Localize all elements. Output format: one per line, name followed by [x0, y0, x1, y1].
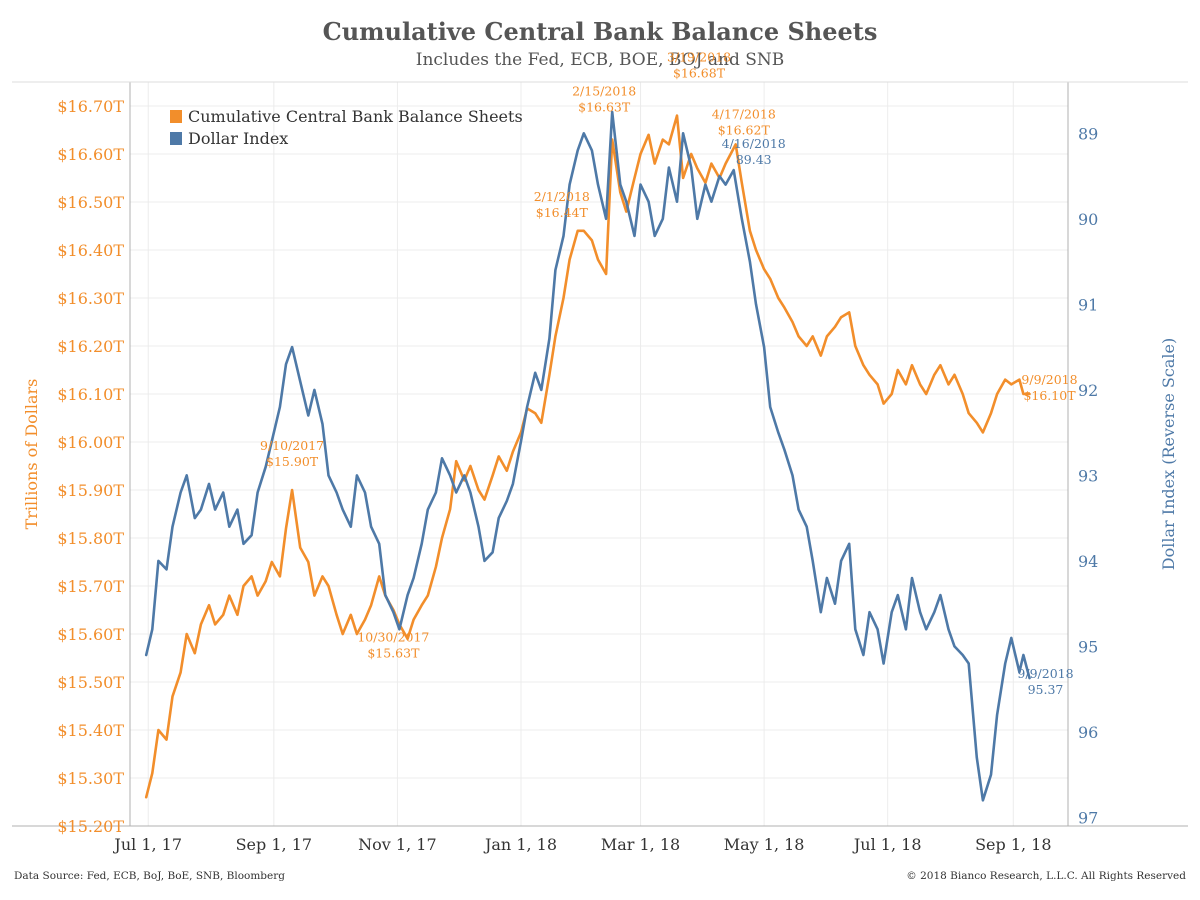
annotation-label: 95.37	[1028, 682, 1064, 697]
annotation-label: 10/30/2017	[357, 630, 429, 645]
y-right-tick-label: 96	[1078, 723, 1098, 742]
x-tick-label: Nov 1, 17	[358, 835, 436, 854]
y-right-tick-label: 93	[1078, 466, 1098, 485]
x-tick-label: Sep 1, 17	[236, 835, 312, 854]
annotation-label: $16.10T	[1023, 388, 1076, 403]
annotation-label: 2/15/2018	[572, 84, 636, 99]
annotation-label: $16.63T	[578, 100, 631, 115]
legend-label: Cumulative Central Bank Balance Sheets	[188, 107, 523, 126]
annotation-label: 89.43	[736, 152, 772, 167]
x-tick-label: Sep 1, 18	[975, 835, 1051, 854]
annotation: 9/9/2018$16.10T	[1021, 372, 1077, 403]
y-left-tick-label: $16.20T	[57, 337, 124, 356]
y-right-tick-label: 97	[1078, 808, 1098, 827]
y-left-tick-label: $15.50T	[57, 673, 124, 692]
y-left-tick-label: $16.40T	[57, 241, 124, 260]
x-tick-label: Jan 1, 18	[483, 835, 557, 854]
annotation-label: $15.63T	[367, 646, 420, 661]
legend-swatch	[170, 110, 182, 123]
x-tick-label: Jul 1, 18	[852, 835, 922, 854]
balance-sheet-line	[144, 114, 1031, 799]
legend-label: Dollar Index	[188, 129, 288, 148]
data-source-note: Data Source: Fed, ECB, BoJ, BoE, SNB, Bl…	[14, 870, 285, 882]
x-tick-label: May 1, 18	[724, 835, 805, 854]
annotation: 9/10/2017$15.90T	[260, 438, 324, 469]
y-left-tick-label: $16.70T	[57, 97, 124, 116]
annotation-label: 9/9/2018	[1021, 372, 1077, 387]
axes: $15.20T $15.30T $15.40T $15.50T $15.60T $15.7…	[12, 81, 1188, 854]
x-tick-label: Jul 1, 17	[112, 835, 182, 854]
legend: Cumulative Central Bank Balance Sheets Do…	[170, 107, 523, 148]
y-right-tick-label: 91	[1078, 295, 1098, 314]
annotation-label: 4/17/2018	[712, 106, 776, 121]
y-left-tick-label: $15.80T	[57, 529, 124, 548]
chart-title: Cumulative Central Bank Balance Sheets	[322, 17, 878, 46]
y-left-tick-label: $16.00T	[57, 433, 124, 452]
copyright-note: © 2018 Bianco Research, L.L.C. All Right…	[906, 870, 1186, 882]
y-right-axis-title: Dollar Index (Reverse Scale)	[1159, 338, 1178, 570]
annotation-label: $16.44T	[536, 205, 589, 220]
annotations: 9/10/2017$15.90T 10/30/2017$15.63T 2/1/201…	[260, 50, 1078, 697]
y-left-tick-label: $15.90T	[57, 481, 124, 500]
y-left-tick-label: $15.60T	[57, 625, 124, 644]
dollar-index-line	[144, 110, 1031, 802]
annotation-label: 3/19/2018	[667, 50, 731, 65]
y-right-tick-label: 94	[1078, 552, 1098, 571]
y-right-tick-label: 89	[1078, 124, 1098, 143]
annotation: 2/15/2018$16.63T	[572, 84, 636, 115]
annotation-label: $16.62T	[718, 122, 771, 137]
annotation: 3/19/2018$16.68T	[667, 50, 731, 81]
y-right-tick-label: 90	[1078, 210, 1098, 229]
x-tick-label: Mar 1, 18	[601, 835, 680, 854]
annotation-label: 4/16/2018	[722, 136, 786, 151]
annotation: 4/17/2018$16.62T	[712, 106, 776, 137]
y-left-tick-label: $16.50T	[57, 193, 124, 212]
chart-subtitle: Includes the Fed, ECB, BOE, BOJ and SNB	[415, 50, 785, 70]
annotation: 10/30/2017$15.63T	[357, 630, 429, 661]
y-left-tick-label: $15.70T	[57, 577, 124, 596]
annotation-label: $15.90T	[266, 454, 319, 469]
annotation-label: 2/1/2018	[534, 189, 590, 204]
series-lines	[144, 110, 1031, 802]
legend-swatch	[170, 132, 182, 145]
y-left-axis-title: Trillions of Dollars	[22, 379, 41, 530]
annotation: 2/1/2018$16.44T	[534, 189, 590, 220]
y-left-tick-label: $15.30T	[57, 769, 124, 788]
y-left-tick-label: $16.30T	[57, 289, 124, 308]
y-left-tick-label: $15.40T	[57, 721, 124, 740]
y-left-tick-label: $16.60T	[57, 145, 124, 164]
y-left-tick-label: $16.10T	[57, 385, 124, 404]
annotation-label: $16.68T	[673, 66, 726, 81]
annotation-label: 9/10/2017	[260, 438, 324, 453]
y-left-tick-label: $15.20T	[57, 817, 124, 836]
annotation-label: 9/9/2018	[1017, 666, 1073, 681]
y-right-tick-label: 92	[1078, 381, 1098, 400]
y-right-tick-label: 95	[1078, 637, 1098, 656]
